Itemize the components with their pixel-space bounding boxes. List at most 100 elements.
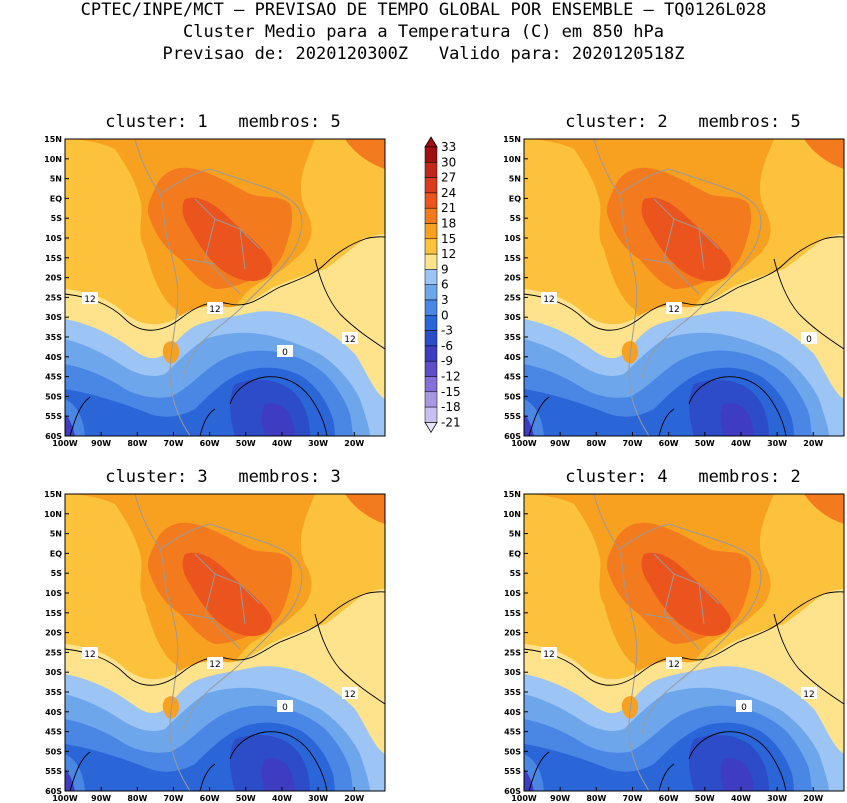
lat-label: 50S <box>45 747 62 756</box>
contour-label-bg <box>666 657 682 669</box>
lat-label: 10S <box>45 589 62 598</box>
contour-label: 12 <box>543 295 554 305</box>
lon-label: 90W <box>91 439 111 448</box>
contour-line-1 <box>738 236 844 288</box>
map-fill-15 <box>621 341 639 364</box>
legend-value: -6 <box>441 339 453 353</box>
map-frame <box>64 138 386 437</box>
lat-label: 5N <box>50 530 62 539</box>
lat-label: 10N <box>503 155 521 164</box>
contour-label-bg <box>801 687 817 699</box>
contour-label-bg <box>277 345 293 357</box>
lon-label: 60W <box>659 439 679 448</box>
lat-label: 5S <box>51 569 63 578</box>
lat-label: 15S <box>45 254 62 263</box>
lat-label: 35S <box>504 688 521 697</box>
lat-label: 25S <box>45 293 62 302</box>
coast-line-1 <box>159 523 303 735</box>
lat-label: 35S <box>504 333 521 342</box>
lat-label: EQ <box>50 549 62 558</box>
title-line-2: Cluster Medio para a Temperatura (C) em … <box>182 22 665 42</box>
legend-swatch <box>424 192 438 209</box>
lon-label: 80W <box>127 794 147 803</box>
legend-swatch <box>424 238 438 255</box>
lat-label: 55S <box>45 412 62 421</box>
map-panel-1: 12 12 12 0 15N 10N 5N EQ 5S 10S 15S 20S 25S 30S 35S 40S… <box>44 135 386 448</box>
legend-value: 12 <box>441 247 456 261</box>
coast-line-1 <box>159 168 303 380</box>
contour-label: 0 <box>741 703 747 713</box>
contour-line-0 <box>65 286 281 331</box>
lat-label: 10S <box>504 589 521 598</box>
lat-label: 5N <box>50 175 62 184</box>
lat-label: 60S <box>45 432 62 441</box>
lon-label: 90W <box>550 794 570 803</box>
lat-label: 10S <box>504 234 521 243</box>
contour-label-bg <box>666 302 682 314</box>
map-panel-3: 12 12 12 0 15N 10N 5N EQ 5S 10S 15S 20S 25S 30S 35S 40S… <box>44 490 386 803</box>
lon-label: 50W <box>236 439 256 448</box>
lon-label: 90W <box>550 439 570 448</box>
contour-line-2 <box>773 258 844 350</box>
lat-label: 60S <box>504 787 521 796</box>
lat-label: 35S <box>45 688 62 697</box>
lat-label: 5S <box>51 214 63 223</box>
map-fill-11 <box>261 403 295 436</box>
lat-label: 15S <box>45 609 62 618</box>
lat-label: 45S <box>45 728 62 737</box>
lat-label: 60S <box>504 432 521 441</box>
legend-value: -18 <box>441 400 461 414</box>
lat-label: EQ <box>50 194 62 203</box>
legend-arrow-bottom <box>424 422 438 434</box>
contour-line-3 <box>688 376 787 436</box>
lat-label: 45S <box>504 373 521 382</box>
lat-label: 50S <box>504 392 521 401</box>
contour-line-2 <box>773 613 844 705</box>
coast-line-1 <box>618 523 762 735</box>
map-fill-14 <box>345 139 385 169</box>
coast-line-2 <box>643 198 720 295</box>
contour-line-5 <box>199 408 216 436</box>
coast-line-0 <box>593 139 650 436</box>
contour-line-5 <box>199 763 216 791</box>
lat-label: 30S <box>45 668 62 677</box>
coast-line-2 <box>643 553 720 650</box>
contour-line-2 <box>314 613 385 705</box>
panel-title-2: cluster: 2 membros: 5 <box>565 112 801 132</box>
lon-label: 20W <box>344 794 364 803</box>
contour-line-0 <box>65 641 281 686</box>
contour-label: 12 <box>543 650 554 660</box>
lon-label: 20W <box>803 439 823 448</box>
legend-value: 18 <box>441 217 456 231</box>
coast-line-0 <box>134 494 191 791</box>
contour-label: 12 <box>803 690 814 700</box>
contour-line-4 <box>69 396 91 436</box>
contour-line-3 <box>688 731 787 791</box>
map-fill-3 <box>182 552 272 637</box>
map-fill-14 <box>345 494 385 524</box>
legend-swatch <box>424 223 438 240</box>
contour-label-bg <box>801 332 817 344</box>
map-frame <box>523 493 845 792</box>
map-fill-15 <box>162 696 180 719</box>
lon-label: 100W <box>52 794 78 803</box>
lat-label: 45S <box>504 728 521 737</box>
contour-label: 12 <box>209 305 220 315</box>
lon-label: 40W <box>272 439 292 448</box>
contour-line-1 <box>738 591 844 643</box>
legend-value: -9 <box>441 354 453 368</box>
legend-swatch <box>424 391 438 408</box>
legend-value: 33 <box>441 140 456 154</box>
contour-line-3 <box>229 376 328 436</box>
map-fill-11 <box>261 758 295 791</box>
map-fill-13 <box>524 414 534 436</box>
contour-label-bg <box>82 647 98 659</box>
legend-value: 15 <box>441 232 456 246</box>
lon-label: 40W <box>272 794 292 803</box>
lat-label: 30S <box>504 668 521 677</box>
map-fill-11 <box>720 403 754 436</box>
lat-label: 15N <box>44 490 62 499</box>
contour-line-4 <box>528 751 550 791</box>
lat-label: 15N <box>503 135 521 144</box>
lon-label: 70W <box>622 439 642 448</box>
